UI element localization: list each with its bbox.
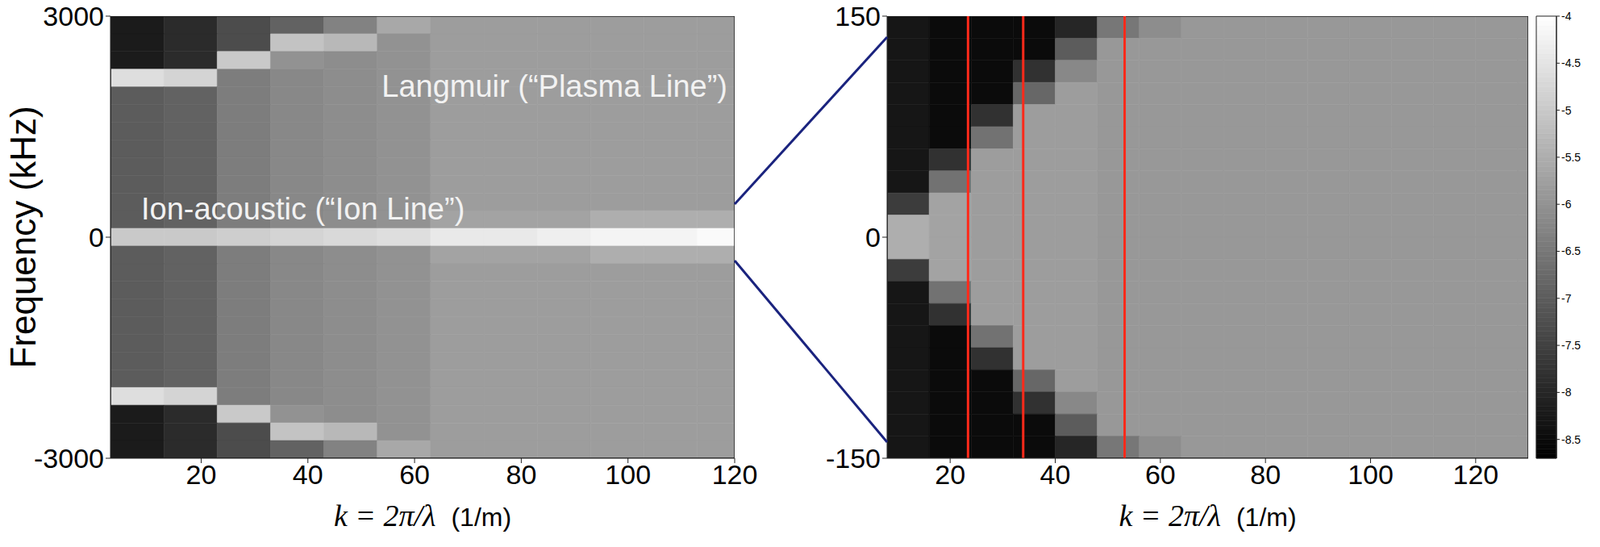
svg-text:-6.5: -6.5	[1561, 244, 1581, 258]
svg-text:k = 2π/λ (1/m): k = 2π/λ (1/m)	[333, 498, 512, 533]
svg-text:120: 120	[1452, 458, 1499, 490]
svg-text:-150: -150	[825, 442, 881, 474]
svg-text:3000: 3000	[42, 0, 105, 32]
svg-text:100: 100	[1347, 458, 1394, 490]
svg-text:-5.5: -5.5	[1561, 150, 1581, 164]
svg-text:20: 20	[934, 458, 966, 490]
svg-text:150: 150	[834, 0, 881, 32]
svg-text:-4.5: -4.5	[1561, 56, 1581, 70]
svg-text:k = 2π/λ (1/m): k = 2π/λ (1/m)	[1118, 498, 1296, 533]
svg-text:Langmuir (“Plasma Line”): Langmuir (“Plasma Line”)	[381, 69, 728, 104]
svg-text:20: 20	[186, 458, 217, 490]
svg-text:40: 40	[1040, 458, 1071, 490]
svg-text:80: 80	[505, 458, 537, 490]
svg-text:Frequency (kHz): Frequency (kHz)	[3, 105, 43, 368]
svg-text:-7.5: -7.5	[1561, 338, 1581, 352]
svg-text:-5: -5	[1561, 104, 1572, 117]
svg-text:-3000: -3000	[33, 442, 105, 474]
svg-text:-6: -6	[1561, 197, 1572, 211]
svg-text:80: 80	[1250, 458, 1281, 490]
svg-text:40: 40	[292, 458, 324, 490]
svg-text:-8.5: -8.5	[1561, 433, 1581, 446]
svg-text:-4: -4	[1561, 9, 1572, 23]
svg-text:0: 0	[88, 221, 105, 253]
svg-text:-8: -8	[1561, 385, 1572, 399]
svg-text:60: 60	[1145, 458, 1176, 490]
svg-text:60: 60	[399, 458, 430, 490]
svg-text:120: 120	[712, 458, 759, 490]
svg-text:Ion-acoustic (“Ion Line”): Ion-acoustic (“Ion Line”)	[141, 191, 465, 226]
svg-text:100: 100	[604, 458, 651, 490]
svg-text:0: 0	[865, 221, 881, 253]
svg-text:-7: -7	[1561, 291, 1572, 305]
